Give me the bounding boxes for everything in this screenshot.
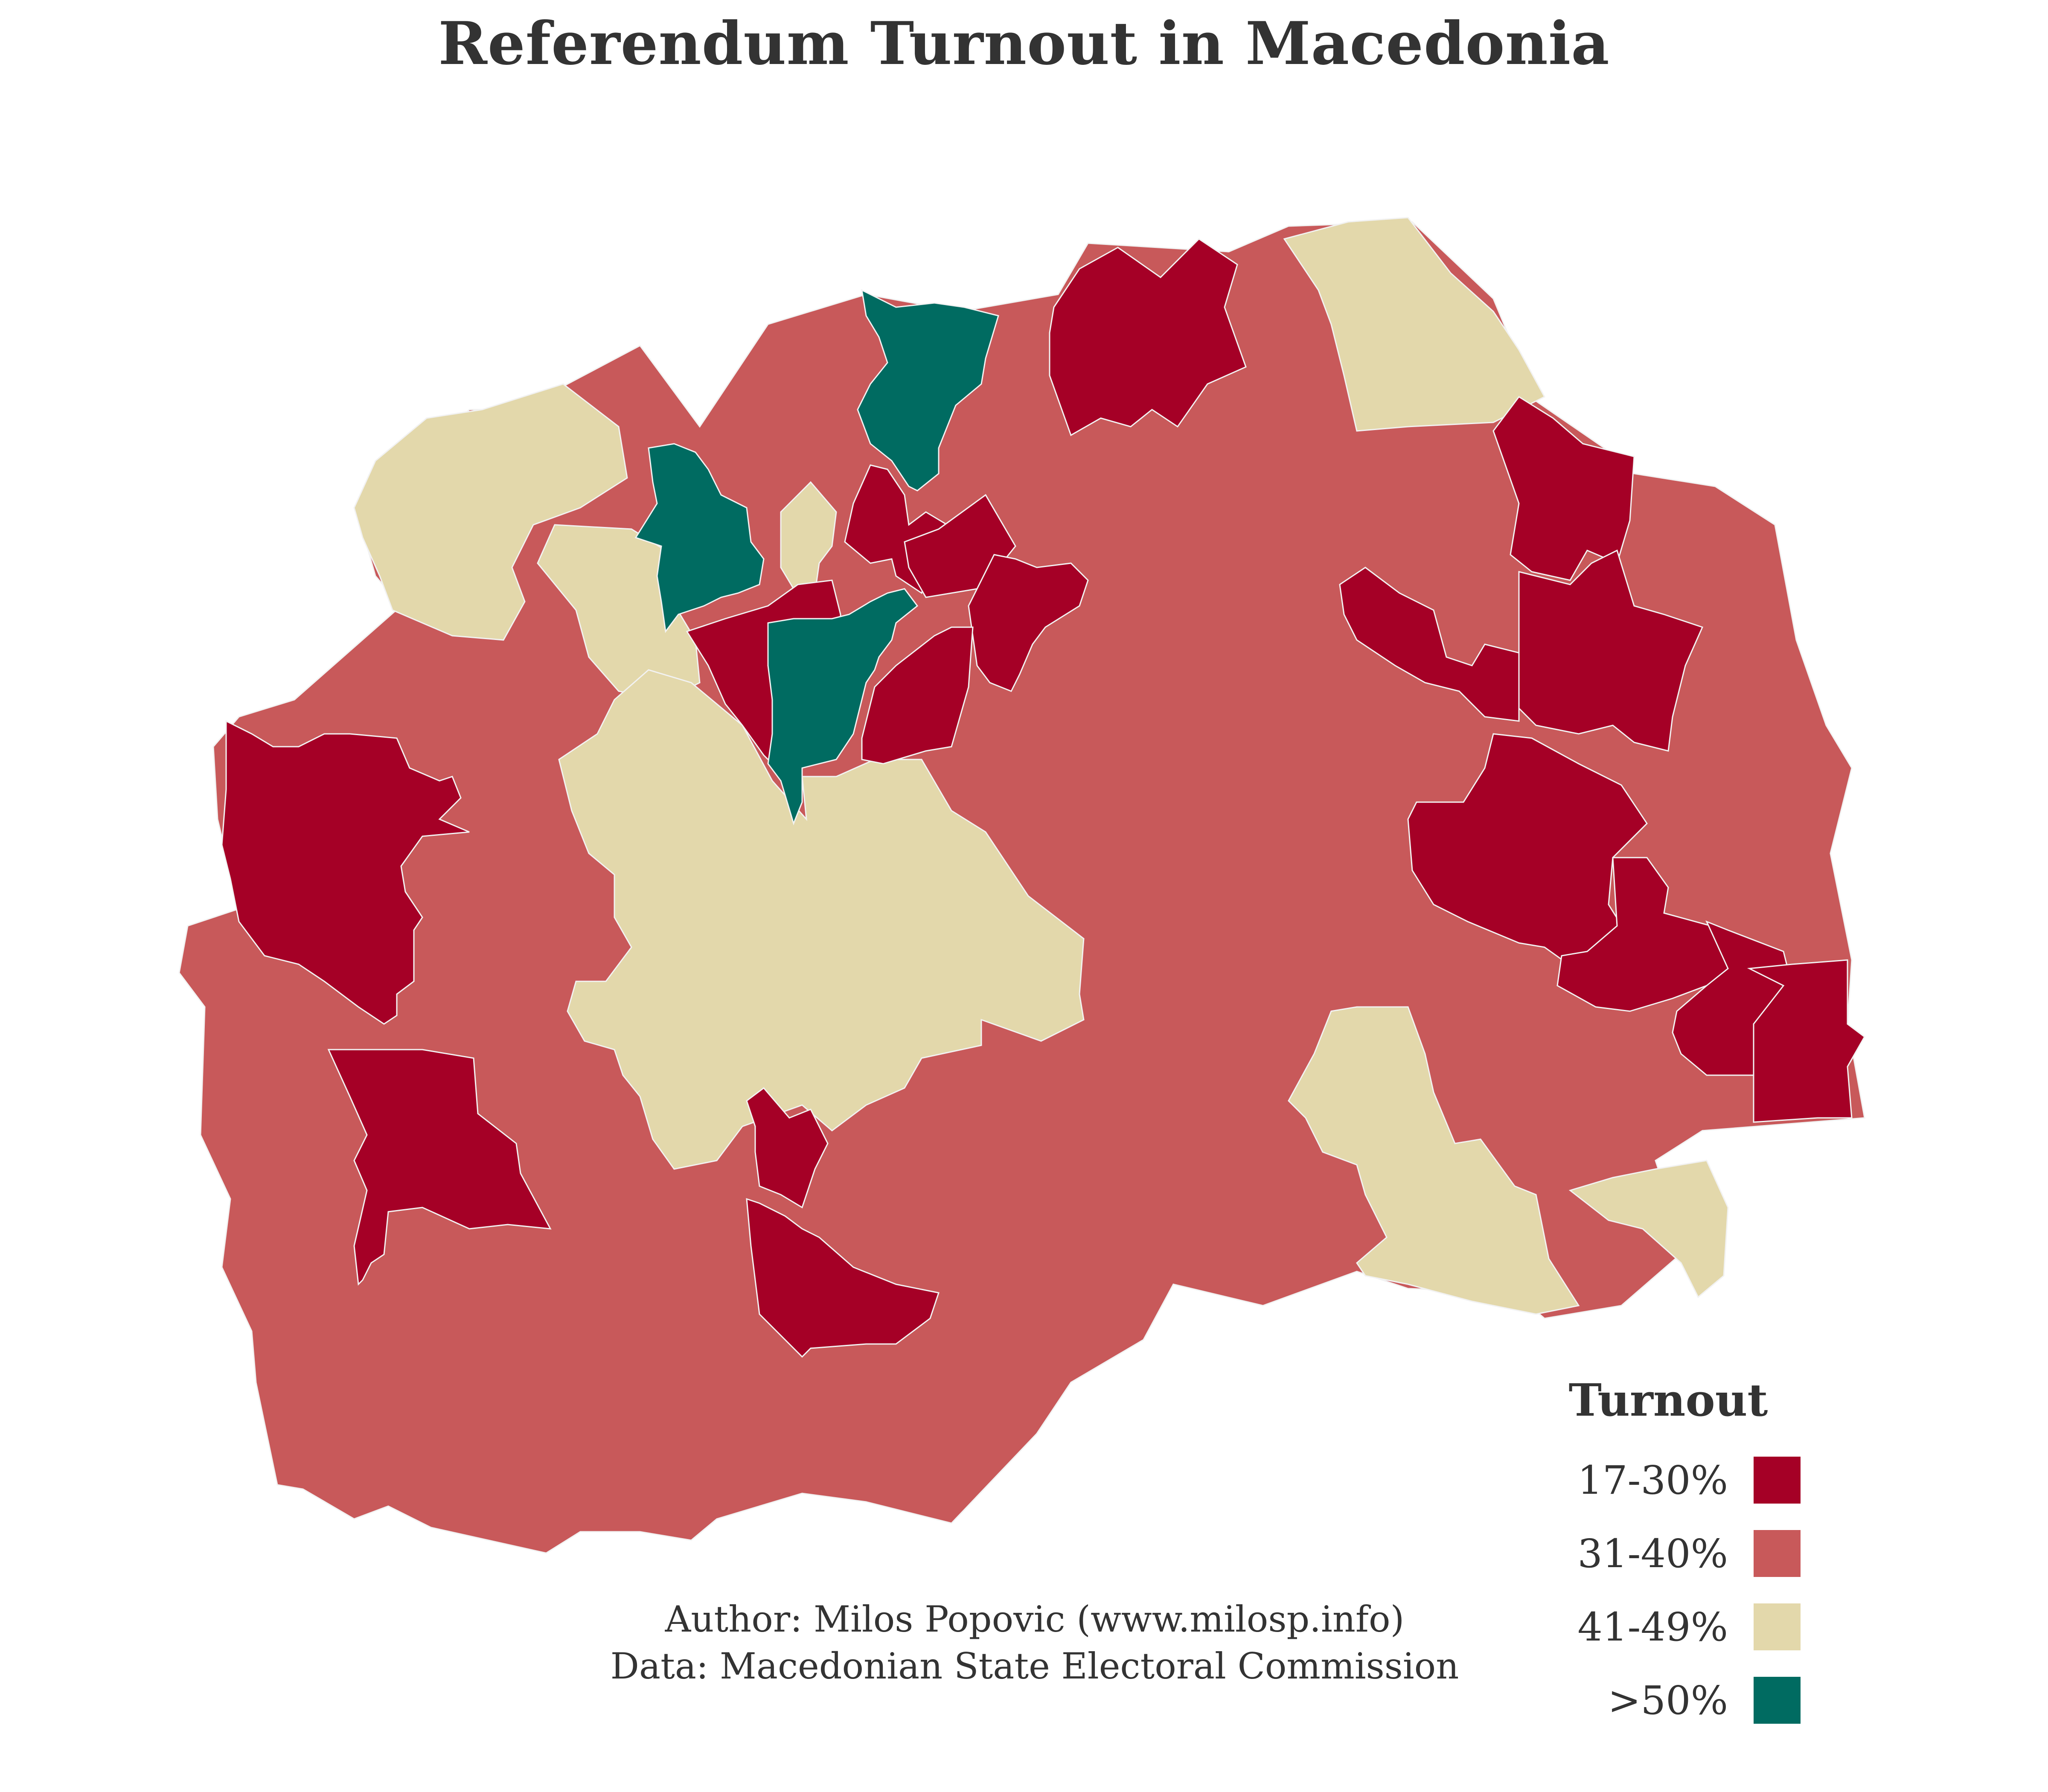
region-skopje-beige xyxy=(780,481,837,594)
region-delcevo-red xyxy=(1518,549,1704,752)
region-tearce-teal xyxy=(857,289,999,492)
region-prilep-red xyxy=(746,1198,940,1358)
region-novo-selo-red xyxy=(1672,920,1793,1076)
legend-item: >50% xyxy=(1510,1664,1801,1737)
data-source: Data: Macedonian State Electoral Commiss… xyxy=(610,1645,1459,1687)
region-kicevo-red xyxy=(327,1049,552,1286)
region-petrovec-red xyxy=(861,626,974,765)
legend-swatch xyxy=(1754,1677,1801,1724)
legend: Turnout 17-30% 31-40% 41-49% >50% xyxy=(1510,1374,1801,1737)
region-gostivar-red xyxy=(221,720,470,1025)
legend-item: 17-30% xyxy=(1510,1443,1801,1517)
region-bosilovo-red xyxy=(1747,959,1865,1123)
map-caption: Author: Milos Popovic (www.milosp.info) … xyxy=(469,1596,1600,1690)
legend-swatch xyxy=(1754,1530,1801,1577)
map-title: Referendum Turnout in Macedonia xyxy=(438,9,1610,78)
author-credit: Author: Milos Popovic (www.milosp.info) xyxy=(665,1598,1405,1640)
region-northwest-beige xyxy=(353,383,628,641)
legend-label: >50% xyxy=(1608,1677,1728,1723)
legend-label: 17-30% xyxy=(1577,1457,1728,1503)
region-center-teal xyxy=(767,588,919,826)
region-gevgelija-beige xyxy=(1568,1160,1729,1298)
region-tetovo-teal xyxy=(634,443,765,633)
legend-title: Turnout xyxy=(1568,1374,1768,1426)
region-zelenikovo-red xyxy=(968,554,1089,692)
legend-swatch xyxy=(1754,1603,1801,1650)
region-southeast-beige xyxy=(1288,1006,1580,1315)
legend-swatch xyxy=(1754,1457,1801,1504)
legend-label: 31-40% xyxy=(1577,1530,1728,1577)
region-vasilevo-red xyxy=(1556,857,1751,1012)
legend-item: 41-49% xyxy=(1510,1590,1801,1664)
region-kratovo-red xyxy=(1049,238,1247,436)
region-makedonski-brod-red xyxy=(746,1087,829,1209)
region-strumica-north-red xyxy=(1407,733,1648,970)
legend-label: 41-49% xyxy=(1577,1604,1728,1650)
legend-item: 31-40% xyxy=(1510,1517,1801,1590)
